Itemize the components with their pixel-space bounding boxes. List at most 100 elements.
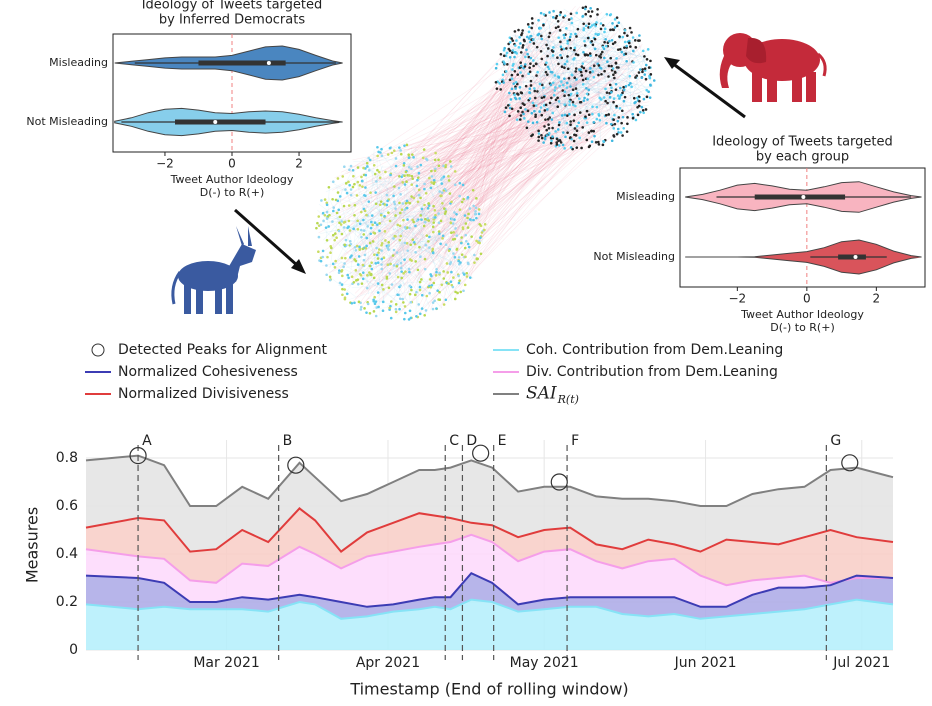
network-node: [510, 51, 514, 54]
network-node: [604, 87, 607, 91]
network-node: [533, 87, 536, 90]
network-edge: [546, 54, 638, 86]
network-node: [513, 93, 516, 96]
network-edge: [465, 79, 643, 205]
network-node: [338, 221, 341, 225]
network-node: [474, 206, 478, 210]
network-edge: [365, 255, 440, 278]
network-node: [374, 300, 378, 303]
network-node: [577, 121, 581, 125]
network-edge: [629, 49, 647, 105]
network-node: [356, 219, 359, 223]
network-node: [597, 32, 601, 36]
network-node: [555, 137, 559, 141]
network-node: [441, 237, 444, 240]
network-edge: [432, 139, 605, 205]
network-node: [402, 218, 405, 222]
network-node: [618, 95, 622, 98]
network-node: [337, 271, 341, 275]
network-node: [622, 99, 626, 103]
network-node: [387, 211, 390, 214]
network-node: [422, 224, 426, 228]
network-node: [366, 286, 369, 290]
network-node: [370, 214, 374, 217]
network-edge: [375, 132, 582, 304]
network-node: [460, 200, 464, 204]
network-node: [563, 94, 566, 97]
network-node: [366, 165, 369, 168]
network-node: [417, 171, 421, 175]
network-node: [552, 93, 556, 97]
network-node: [547, 67, 551, 71]
network-node: [353, 213, 356, 217]
network-node: [412, 220, 416, 224]
network-node: [424, 191, 428, 195]
network-node: [575, 129, 579, 132]
network-node: [410, 259, 413, 262]
network-edge: [414, 108, 636, 160]
network-edge: [370, 104, 529, 295]
network-node: [598, 118, 602, 122]
network-node: [467, 212, 470, 216]
network-node: [416, 178, 419, 182]
network-node: [552, 9, 555, 13]
network-edge: [431, 182, 484, 216]
network-node: [341, 293, 344, 297]
network-node: [503, 62, 506, 65]
network-edge: [443, 68, 635, 279]
network-edge: [358, 23, 561, 306]
network-node: [551, 16, 555, 19]
network-node: [333, 238, 336, 242]
network-node: [512, 82, 516, 85]
network-node: [584, 24, 588, 28]
network-node: [557, 62, 560, 66]
network-edge: [561, 37, 575, 133]
network-edge: [408, 153, 415, 161]
network-node: [354, 249, 358, 252]
network-node: [468, 218, 472, 221]
network-node: [331, 233, 335, 237]
network-node: [324, 226, 328, 229]
network-node: [442, 303, 446, 306]
network-edge: [347, 82, 568, 199]
network-node: [439, 219, 443, 223]
network-node: [546, 54, 549, 58]
y-tick-label: 0.2: [56, 594, 78, 610]
network-node: [537, 19, 540, 22]
network-node: [595, 21, 598, 24]
network-node: [378, 248, 381, 251]
x-tick-label: 2: [873, 292, 881, 306]
network-node: [356, 282, 360, 286]
network-node: [543, 137, 547, 141]
network-node: [568, 112, 571, 116]
network-node: [597, 143, 601, 146]
network-edge: [538, 76, 579, 148]
network-edge: [443, 115, 629, 161]
network-edge: [334, 217, 454, 242]
network-node: [537, 129, 540, 133]
network-edge: [394, 52, 632, 185]
network-node: [645, 58, 649, 61]
network-node: [437, 158, 440, 162]
network-node: [449, 280, 453, 283]
network-node: [621, 115, 625, 119]
elephant-icon: [719, 33, 827, 102]
network-node: [461, 226, 465, 229]
network-node: [623, 28, 627, 32]
network-node: [427, 202, 430, 205]
network-node: [588, 52, 592, 55]
network-node: [581, 126, 585, 129]
inset-title: by each group: [756, 150, 849, 165]
network-node: [569, 12, 573, 16]
network-graph: [315, 5, 656, 321]
network-node: [629, 82, 632, 85]
network-edge: [482, 221, 485, 244]
network-edge: [334, 63, 632, 179]
network-node: [325, 217, 329, 220]
network-node: [368, 158, 372, 162]
network-node: [327, 225, 330, 228]
network-edge: [430, 63, 565, 281]
network-node: [365, 236, 369, 240]
network-node: [627, 83, 631, 87]
network-node: [574, 32, 577, 36]
